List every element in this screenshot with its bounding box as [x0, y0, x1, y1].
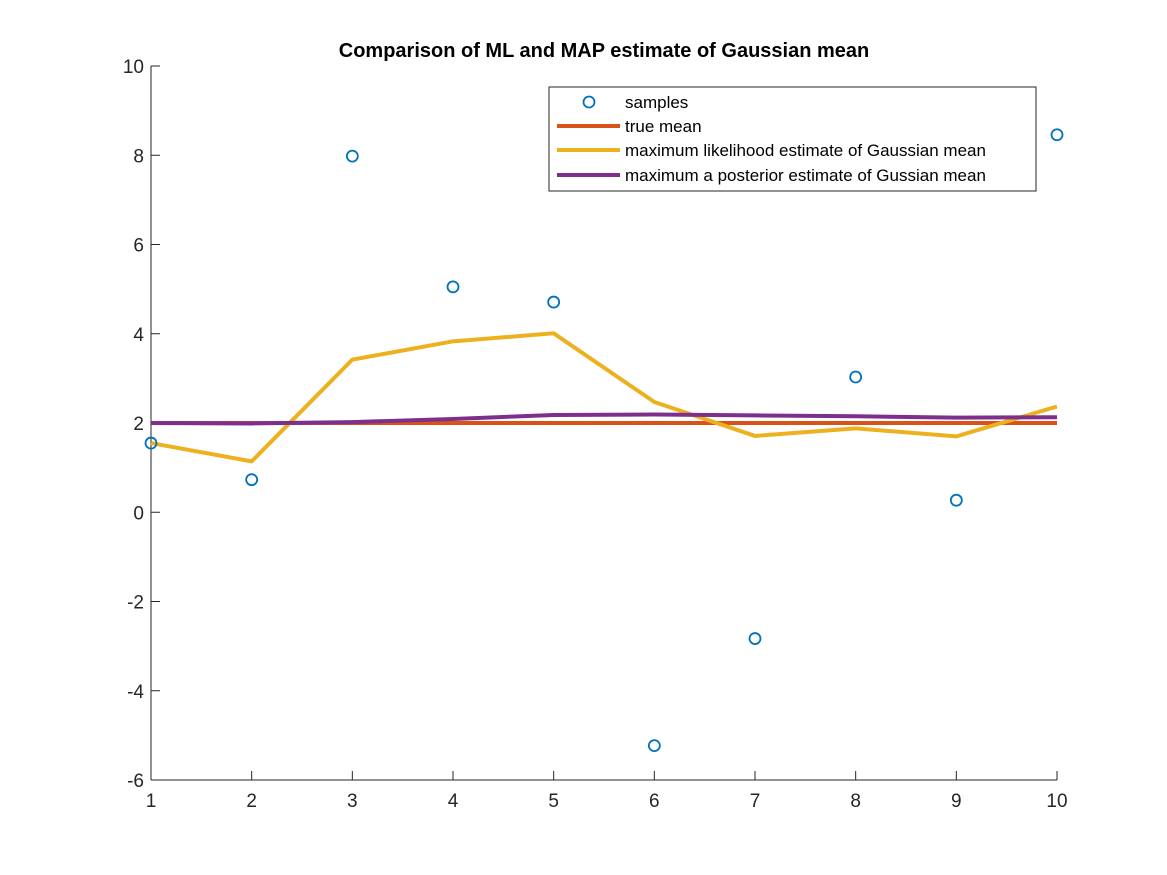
- y-tick-label: 2: [133, 414, 144, 435]
- sample-point: [748, 632, 762, 645]
- legend: samples true mean maximum likelihood estim…: [548, 86, 1037, 192]
- x-tick-label: 8: [850, 791, 861, 812]
- y-tick-label: 0: [133, 503, 144, 524]
- sample-point: [446, 280, 460, 294]
- legend-label: maximum likelihood estimate of Gaussian …: [625, 141, 986, 160]
- x-tick-label: 5: [548, 791, 559, 812]
- sample-point: [647, 739, 661, 753]
- x-tick-label: 7: [750, 791, 761, 812]
- legend-marker-samples: [582, 95, 596, 109]
- y-tick-label: -2: [127, 593, 144, 614]
- legend-label: maximum a posterior estimate of Gussian …: [625, 166, 986, 185]
- legend-label: true mean: [625, 117, 702, 136]
- y-tick-label: 6: [133, 236, 144, 257]
- chart-title: Comparison of ML and MAP estimate of Gau…: [339, 40, 869, 62]
- sample-point: [245, 473, 259, 487]
- x-tick-label: 6: [649, 791, 660, 812]
- y-tick-label: 10: [123, 57, 144, 78]
- x-tick-label: 4: [448, 791, 459, 812]
- legend-label: samples: [625, 93, 688, 112]
- x-tick-label: 2: [246, 791, 257, 812]
- legend-box: [548, 86, 1037, 192]
- x-tick-label: 3: [347, 791, 358, 812]
- y-tick-label: 4: [133, 325, 144, 346]
- series-line-maximum-likelihood-estimate-of-gaussian-mean: [150, 331, 1058, 464]
- sample-point: [1050, 128, 1064, 142]
- y-tick-label: 8: [133, 146, 144, 167]
- sample-point: [144, 436, 158, 450]
- sample-point: [849, 370, 863, 384]
- sample-point: [547, 295, 561, 309]
- y-tick-label: -6: [127, 771, 144, 792]
- series-line-maximum-a-posterior-estimate-of-gussian-mean: [150, 412, 1058, 426]
- x-tick-label: 1: [146, 791, 157, 812]
- x-tick-label: 9: [951, 791, 962, 812]
- x-tick-label: 10: [1046, 791, 1067, 812]
- sample-point: [345, 149, 359, 163]
- series-layer: [144, 128, 1064, 753]
- y-tick-label: -4: [127, 682, 144, 703]
- sample-point: [949, 493, 963, 507]
